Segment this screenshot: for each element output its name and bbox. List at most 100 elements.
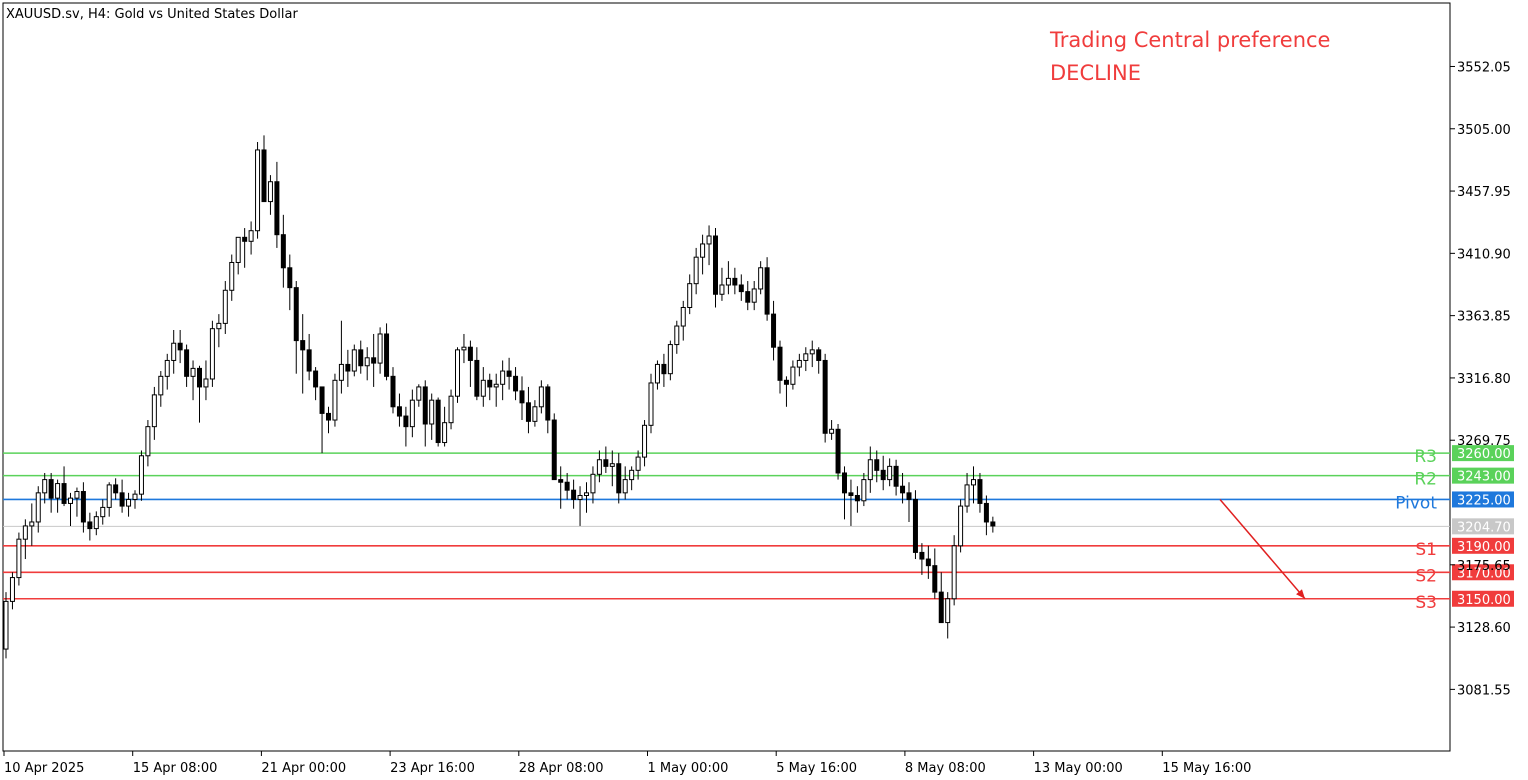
candle-body-up [958, 505, 964, 547]
candle-body-down [313, 370, 319, 388]
candle-body-up [171, 342, 177, 361]
candle [867, 446, 873, 493]
candle [616, 453, 622, 504]
candle [687, 274, 693, 315]
candle [93, 511, 99, 536]
candle-body-up [55, 483, 61, 499]
candle [22, 519, 28, 560]
candle [216, 314, 222, 348]
candle-body-down [358, 349, 364, 367]
level-s1-badge [1452, 537, 1514, 554]
time-tick-label: 21 Apr 00:00 [261, 761, 346, 776]
candle [584, 482, 589, 513]
candle-body-down [738, 284, 744, 293]
candle [480, 367, 486, 407]
candle [132, 490, 138, 509]
candle-body-down [287, 267, 293, 289]
candle [945, 592, 951, 639]
candlesticks [3, 135, 996, 659]
candle-body-down [177, 342, 183, 351]
time-tick-label: 1 May 00:00 [648, 761, 729, 776]
candle [177, 330, 183, 364]
candle-body-down [293, 287, 299, 342]
candle-body-up [93, 516, 99, 530]
candle [912, 490, 918, 560]
candle [816, 347, 822, 374]
candle [371, 333, 377, 387]
level-s1-name: S1 [1415, 540, 1437, 560]
candle [68, 492, 73, 526]
forecast-arrow-head [1296, 589, 1305, 599]
candle [964, 472, 970, 513]
candle [345, 349, 351, 387]
candle-body-up [209, 328, 215, 380]
candle-body-down [835, 428, 841, 474]
candle [783, 376, 789, 407]
candle [435, 397, 441, 447]
candle-body-up [964, 484, 970, 507]
candle-body-down [745, 291, 751, 303]
candle-body-up [700, 243, 706, 258]
candle [229, 254, 235, 301]
price-tick-label: 3505.00 [1457, 123, 1511, 138]
candle [564, 472, 570, 500]
candle-body-down [661, 363, 667, 375]
candle [48, 472, 54, 513]
candle-body-up [674, 325, 680, 346]
candle [803, 347, 809, 372]
candle-body-up [332, 379, 338, 421]
time-tick-label: 8 May 08:00 [905, 761, 986, 776]
candle-body-up [377, 333, 383, 364]
candle [990, 516, 996, 533]
candle-body-up [229, 261, 235, 291]
level-r2-name: R2 [1414, 470, 1437, 490]
candle-body-down [822, 359, 828, 434]
candle-body-down [87, 521, 93, 530]
candle [861, 472, 867, 507]
candle-body-up [22, 525, 28, 540]
candle-body-down [396, 406, 402, 417]
time-axis[interactable]: 10 Apr 2025 15 Apr 08:00 21 Apr 00:00 23 Ap… [3, 751, 1251, 776]
candle [429, 393, 435, 440]
price-axis[interactable]: 3552.05 3505.00 3457.95 3410.90 3363.85 3316.… [1450, 60, 1511, 698]
candle [713, 228, 718, 308]
candle [126, 492, 132, 517]
candle [461, 333, 467, 364]
candle [551, 413, 557, 481]
candle [416, 384, 422, 407]
candle [983, 495, 989, 536]
candle [190, 360, 196, 401]
candle [390, 367, 396, 414]
candle [280, 214, 286, 288]
candle [874, 450, 880, 483]
candle [409, 389, 415, 438]
candle-body-down [184, 349, 190, 377]
candle [287, 254, 293, 311]
candle-body-up [255, 149, 261, 232]
candle-body-up [42, 479, 48, 494]
candle-body-down [306, 349, 312, 372]
level-pivot-name: Pivot [1395, 493, 1437, 513]
level-s1-badge-label: 3190.00 [1457, 540, 1511, 555]
candle-body-down [919, 551, 925, 560]
candle-body-up [203, 378, 209, 388]
candle [158, 371, 164, 407]
candle-body-down [326, 412, 331, 421]
candle [138, 450, 144, 501]
candle-body-down [771, 313, 777, 348]
candle [854, 486, 860, 513]
candle [932, 548, 938, 599]
candle [151, 386, 157, 440]
candle-body-up [190, 367, 196, 377]
candle-body-up [532, 406, 538, 422]
candle-body-up [164, 359, 170, 377]
level-r2-badge-label: 3243.00 [1457, 470, 1511, 485]
candle-body-down [764, 267, 770, 315]
candle [577, 486, 583, 526]
candle [661, 353, 667, 387]
candle [313, 367, 319, 401]
candle [519, 376, 525, 421]
candle-body-up [648, 382, 654, 426]
candle [332, 373, 338, 427]
